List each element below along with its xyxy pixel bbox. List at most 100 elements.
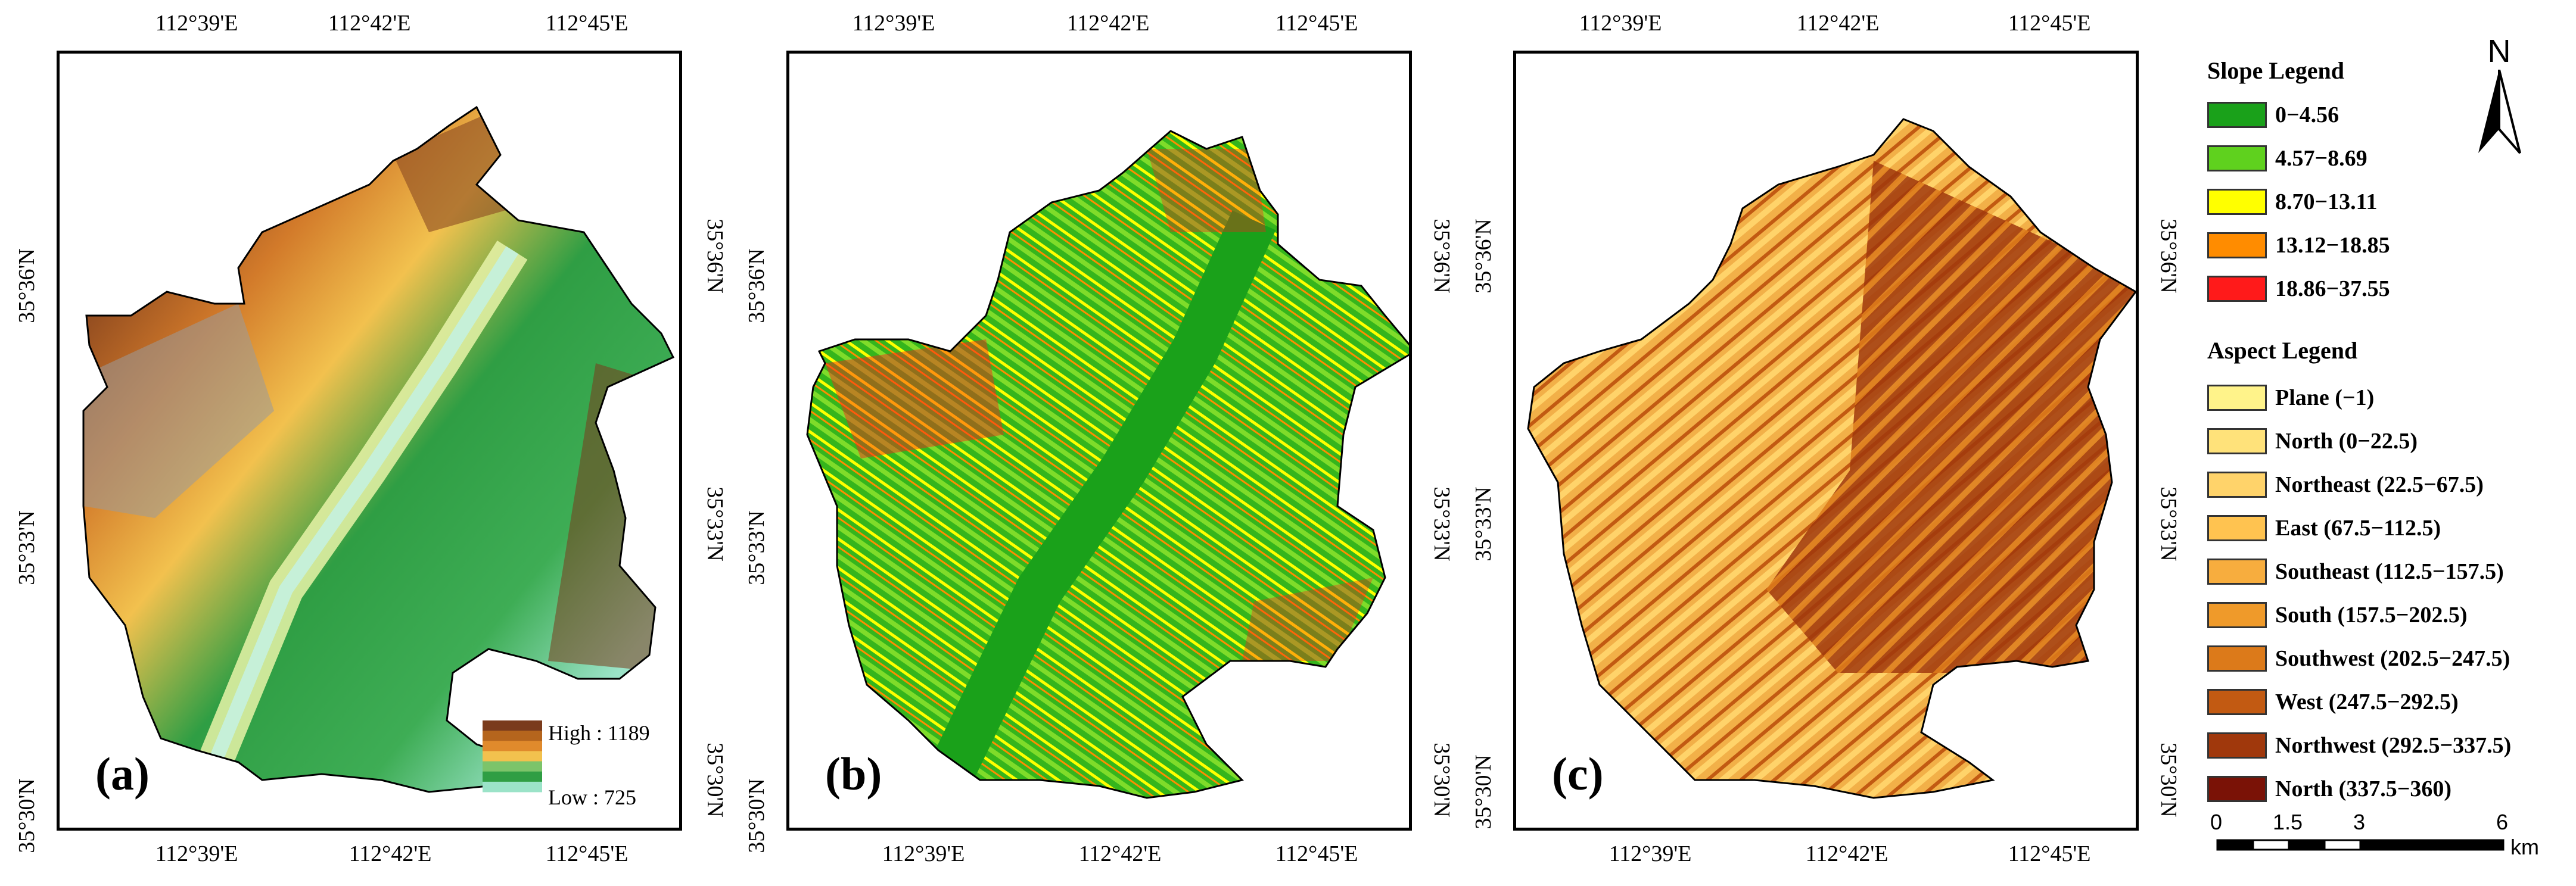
elevation-color-ramp — [483, 720, 542, 793]
coord-top-b-3: 112°45'E — [1275, 11, 1358, 36]
coord-left-a-3: 35°30'N — [14, 778, 39, 853]
scale-tick-3: 3 — [2353, 810, 2366, 834]
aspect-legend-swatch — [2207, 472, 2267, 498]
slope-legend-title: Slope Legend — [2207, 57, 2345, 84]
coord-bottom-a-2: 112°42'E — [349, 841, 432, 866]
coord-left-c-1: 35°36'N — [1471, 219, 1496, 294]
aspect-legend-swatch — [2207, 515, 2267, 541]
north-label: N — [2487, 33, 2511, 69]
aspect-legend-swatch — [2207, 559, 2267, 585]
elevation-ramp-band — [483, 731, 542, 741]
coord-bottom-b-1: 112°39'E — [882, 841, 965, 866]
slope-legend-swatch — [2207, 232, 2267, 258]
coord-bottom-b-2: 112°42'E — [1078, 841, 1162, 866]
coord-top-b-1: 112°39'E — [852, 11, 935, 36]
scale-tick-1-5: 1.5 — [2272, 810, 2303, 834]
aspect-legend-label: Southwest (202.5−247.5) — [2275, 646, 2510, 671]
coord-right-c-1: 35°36'N — [2156, 219, 2181, 294]
aspect-legend-item: North (337.5−360) — [2207, 775, 2451, 803]
slope-legend-swatch — [2207, 276, 2267, 302]
elevation-high-label: High : 1189 — [548, 721, 650, 745]
aspect-legend-swatch — [2207, 385, 2267, 411]
slope-legend-swatch — [2207, 102, 2267, 128]
coord-left-b-2: 35°33'N — [744, 510, 769, 585]
coord-left-a-1: 35°36'N — [14, 248, 39, 323]
aspect-legend-swatch — [2207, 776, 2267, 802]
slope-legend-item: 18.86−37.55 — [2207, 275, 2390, 302]
aspect-legend-label: Southeast (112.5−157.5) — [2275, 559, 2504, 584]
coord-right-a-3: 35°30'N — [702, 743, 727, 818]
aspect-legend-item: East (67.5−112.5) — [2207, 514, 2441, 542]
aspect-legend-swatch — [2207, 602, 2267, 628]
slope-legend-label: 0−4.56 — [2275, 102, 2339, 127]
slope-legend-item: 0−4.56 — [2207, 101, 2339, 129]
aspect-legend-label: Plane (−1) — [2275, 385, 2375, 410]
aspect-legend-label: North (0−22.5) — [2275, 429, 2418, 454]
aspect-legend-swatch — [2207, 732, 2267, 759]
aspect-legend-item: Southwest (202.5−247.5) — [2207, 645, 2510, 672]
elevation-ramp-band — [483, 741, 542, 751]
coord-right-b-3: 35°30'N — [1429, 743, 1454, 818]
coord-bottom-a-1: 112°39'E — [155, 841, 238, 866]
aspect-raster — [1527, 118, 2136, 799]
aspect-legend-label: North (337.5−360) — [2275, 776, 2452, 801]
slope-legend-label: 8.70−13.11 — [2275, 189, 2378, 214]
coord-bottom-a-3: 112°45'E — [545, 841, 629, 866]
slope-legend-label: 4.57−8.69 — [2275, 146, 2367, 171]
coord-top-c-1: 112°39'E — [1579, 11, 1662, 36]
north-arrow-icon — [2478, 69, 2521, 154]
coord-right-c-2: 35°33'N — [2156, 486, 2181, 561]
aspect-legend-label: Northeast (22.5−67.5) — [2275, 472, 2484, 497]
scale-tick-0: 0 — [2210, 810, 2223, 834]
aspect-legend-label: East (67.5−112.5) — [2275, 516, 2441, 541]
slope-legend-item: 8.70−13.11 — [2207, 188, 2378, 216]
slope-legend-swatch — [2207, 189, 2267, 215]
elevation-ramp-band — [483, 751, 542, 762]
scale-bar-graphic — [2216, 839, 2505, 851]
elevation-low-label: Low : 725 — [548, 785, 636, 809]
scale-tick-6: 6 — [2496, 810, 2509, 834]
coord-bottom-c-3: 112°45'E — [2008, 841, 2091, 866]
coord-top-a-1: 112°39'E — [155, 11, 238, 36]
elevation-ramp-band — [483, 720, 542, 731]
coord-left-b-1: 35°36'N — [744, 248, 769, 323]
coord-right-a-2: 35°33'N — [702, 486, 727, 561]
slope-legend-item: 4.57−8.69 — [2207, 145, 2367, 172]
aspect-legend-item: South (157.5−202.5) — [2207, 601, 2468, 629]
aspect-legend-label: South (157.5−202.5) — [2275, 603, 2468, 628]
coord-left-c-2: 35°33'N — [1471, 486, 1496, 561]
aspect-legend-swatch — [2207, 689, 2267, 715]
slope-raster — [806, 130, 1409, 799]
aspect-legend-item: West (247.5−292.5) — [2207, 688, 2459, 716]
slope-legend-label: 18.86−37.55 — [2275, 276, 2390, 301]
panel-label-a: (a) — [95, 748, 150, 800]
coord-right-b-1: 35°36'N — [1429, 219, 1454, 294]
coord-top-b-2: 112°42'E — [1066, 11, 1150, 36]
coord-right-c-3: 35°30'N — [2156, 743, 2181, 818]
coord-bottom-c-2: 112°42'E — [1805, 841, 1889, 866]
aspect-legend-item: Northeast (22.5−67.5) — [2207, 471, 2484, 498]
panel-c-aspect-map — [1513, 51, 2139, 831]
coord-right-b-2: 35°33'N — [1429, 486, 1454, 561]
elevation-ramp-band — [483, 781, 542, 793]
coord-right-a-1: 35°36'N — [702, 219, 727, 294]
coord-left-c-3: 35°30'N — [1471, 754, 1496, 829]
slope-legend-item: 13.12−18.85 — [2207, 232, 2390, 259]
coord-bottom-b-3: 112°45'E — [1275, 841, 1358, 866]
coord-top-c-3: 112°45'E — [2008, 11, 2091, 36]
aspect-legend-item: North (0−22.5) — [2207, 428, 2418, 455]
aspect-legend-item: Northwest (292.5−337.5) — [2207, 732, 2511, 759]
coord-top-a-2: 112°42'E — [328, 11, 411, 36]
coord-bottom-c-1: 112°39'E — [1609, 841, 1692, 866]
elevation-legend: High : 1189 Low : 725 — [483, 715, 650, 809]
coord-left-a-2: 35°33'N — [14, 510, 39, 585]
aspect-legend-swatch — [2207, 645, 2267, 672]
aspect-legend-label: West (247.5−292.5) — [2275, 690, 2459, 715]
elevation-ramp-band — [483, 761, 542, 772]
north-arrow: N — [2472, 33, 2526, 162]
elevation-ramp-band — [483, 771, 542, 782]
scale-unit: km — [2510, 835, 2539, 859]
panel-a-elevation-map — [57, 51, 682, 831]
panel-b-slope-map — [786, 51, 1412, 831]
aspect-legend-title: Aspect Legend — [2207, 337, 2358, 364]
